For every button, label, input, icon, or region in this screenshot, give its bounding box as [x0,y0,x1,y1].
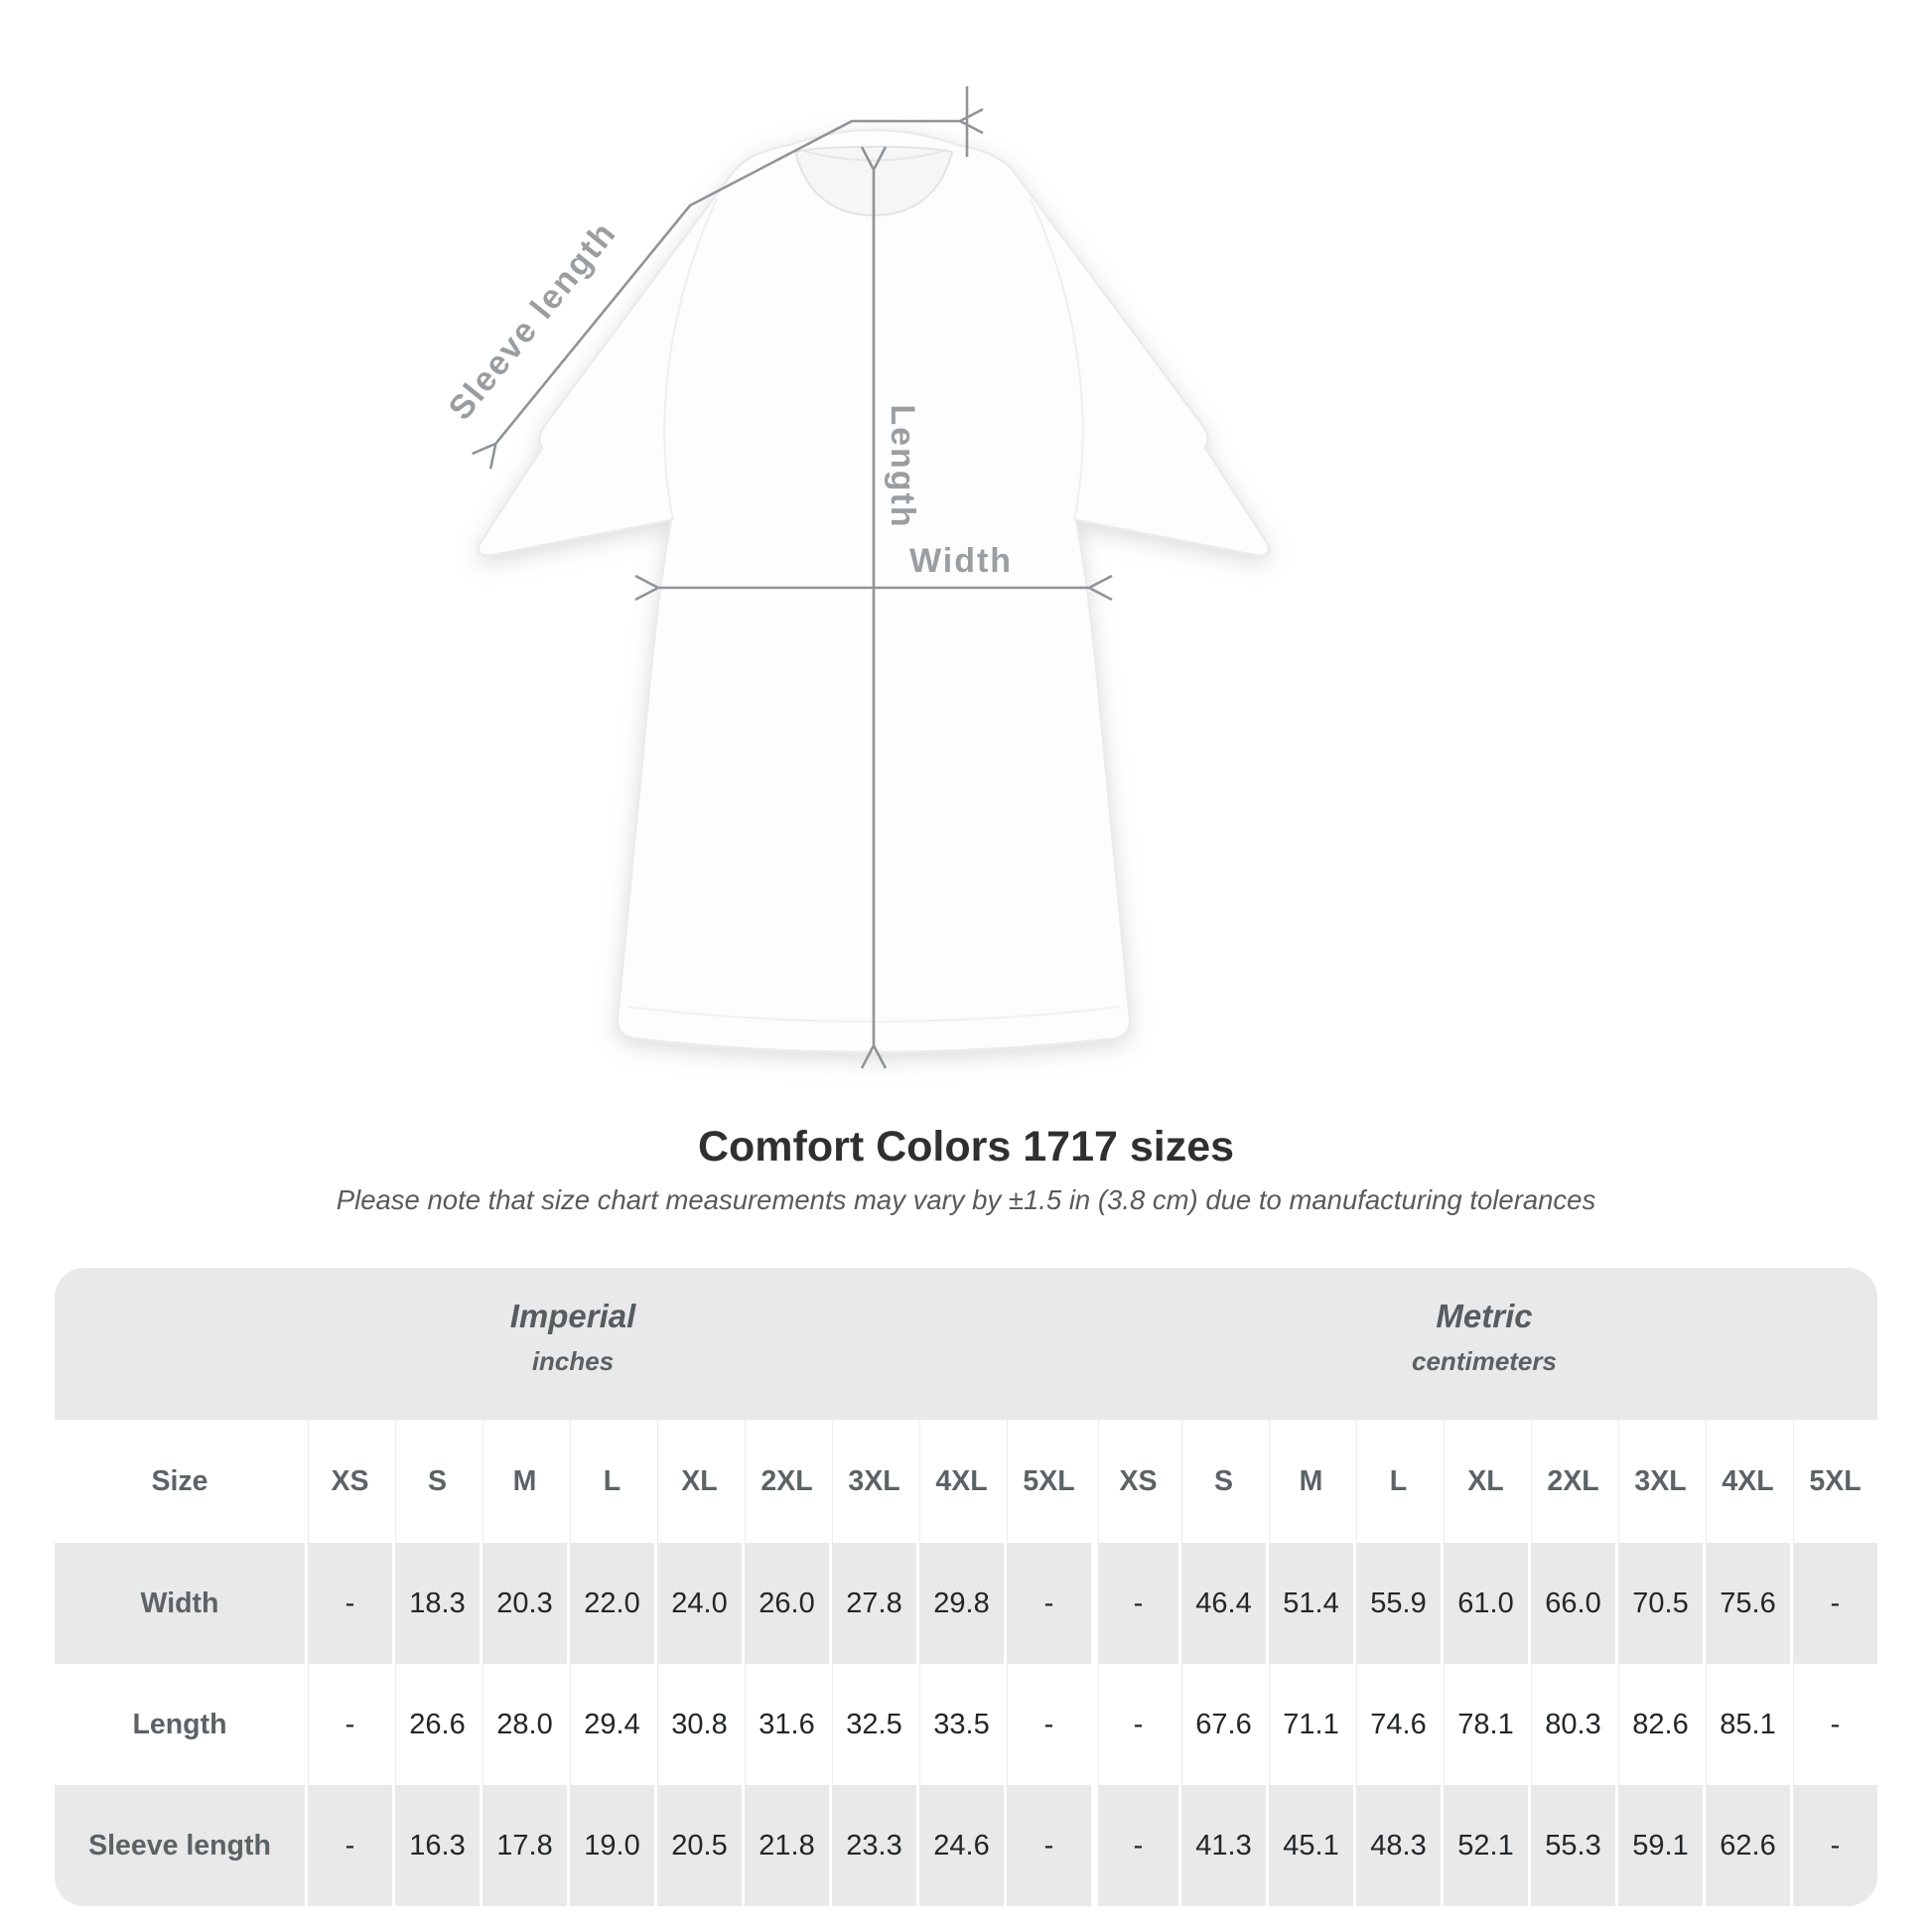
measurement-arrows [472,86,1113,1069]
size-header-row: Size XS S M L XL 2XL 3XL 4XL 5XL XS S M … [55,1420,1877,1544]
width-cm-cell: 55.9 [1353,1543,1441,1665]
size-col-header-metric: 2XL [1528,1420,1615,1544]
size-chart-table: Imperial inches Metric centimeters Size … [55,1268,1877,1907]
unit-group-row: Imperial inches Metric centimeters [55,1268,1877,1421]
length-cm-cell: 80.3 [1528,1664,1615,1786]
width-cm-cell: 51.4 [1266,1543,1353,1665]
tshirt-measurement-diagram: Sleeve length Length Width [442,86,1271,1069]
sleeve-cm-cell: - [1790,1785,1877,1907]
sleeve-in-cell: 19.0 [567,1785,654,1907]
width-in-cell: 20.3 [480,1543,567,1665]
sleeve-in-cell: 24.6 [916,1785,1004,1907]
size-col-header-metric: S [1178,1420,1266,1544]
length-in-cell: 29.4 [567,1664,654,1786]
length-cm-cell: 78.1 [1441,1664,1528,1786]
width-cm-cell: - [1790,1543,1877,1665]
width-in-cell: 29.8 [916,1543,1004,1665]
size-col-header-imperial: 5XL [1004,1420,1091,1544]
sleeve-in-cell: 16.3 [392,1785,480,1907]
width-in-cell: - [305,1543,392,1665]
width-label: Width [909,542,1013,580]
length-in-cell: 33.5 [916,1664,1004,1786]
size-col-header-imperial: 4XL [916,1420,1004,1544]
width-cm-cell: 66.0 [1528,1543,1615,1665]
size-col-header-metric: L [1353,1420,1441,1544]
width-in-cell: 18.3 [392,1543,480,1665]
sleeve-cm-cell: 55.3 [1528,1785,1615,1907]
size-col-header-imperial: 3XL [829,1420,916,1544]
length-cm-cell: 82.6 [1615,1664,1703,1786]
width-in-cell: 22.0 [567,1543,654,1665]
width-in-cell: 26.0 [742,1543,829,1665]
sleeve-in-cell: - [1004,1785,1091,1907]
length-in-cell: - [305,1664,392,1786]
width-row: Width - 18.3 20.3 22.0 24.0 26.0 27.8 29… [55,1543,1877,1665]
imperial-subtitle: inches [531,1346,615,1377]
metric-subtitle: centimeters [1412,1346,1557,1377]
length-in-cell: 32.5 [829,1664,916,1786]
width-cm-cell: 46.4 [1178,1543,1266,1665]
length-in-cell: - [1004,1664,1091,1786]
sleeve-cm-cell: 62.6 [1703,1785,1790,1907]
length-cm-cell: - [1790,1664,1877,1786]
length-cm-cell: 67.6 [1178,1664,1266,1786]
tolerance-note: Please note that size chart measurements… [336,1184,1596,1216]
length-cm-cell: - [1091,1664,1178,1786]
length-row: Length - 26.6 28.0 29.4 30.8 31.6 32.5 3… [55,1664,1877,1786]
sleeve-cm-cell: 59.1 [1615,1785,1703,1907]
metric-title: Metric [1436,1298,1533,1335]
sleeve-in-cell: 17.8 [480,1785,567,1907]
sleeve-cm-cell: 45.1 [1266,1785,1353,1907]
sleeve-length-row: Sleeve length - 16.3 17.8 19.0 20.5 21.8… [55,1785,1877,1907]
size-col-header-imperial: S [392,1420,480,1544]
sleeve-in-cell: - [305,1785,392,1907]
size-col-header-imperial: XS [305,1420,392,1544]
size-col-header-imperial: M [480,1420,567,1544]
width-cm-cell: - [1091,1543,1178,1665]
size-col-header-imperial: L [567,1420,654,1544]
metric-group-header: Metric centimeters [1091,1268,1877,1421]
size-col-header-metric: XS [1091,1420,1178,1544]
length-cm-cell: 71.1 [1266,1664,1353,1786]
width-in-cell: - [1004,1543,1091,1665]
length-label: Length [884,404,921,528]
width-cm-cell: 61.0 [1441,1543,1528,1665]
size-col-header-metric: M [1266,1420,1353,1544]
imperial-group-header: Imperial inches [55,1268,1091,1421]
width-in-cell: 27.8 [829,1543,916,1665]
size-col-header-imperial: 2XL [742,1420,829,1544]
size-col-header-metric: XL [1441,1420,1528,1544]
width-in-cell: 24.0 [654,1543,742,1665]
length-in-cell: 30.8 [654,1664,742,1786]
size-col-header-imperial: XL [654,1420,742,1544]
row-label: Width [55,1543,305,1665]
sleeve-cm-cell: 48.3 [1353,1785,1441,1907]
sleeve-length-arrow [472,107,984,470]
row-label: Length [55,1664,305,1786]
size-col-header-metric: 3XL [1615,1420,1703,1544]
sleeve-in-cell: 23.3 [829,1785,916,1907]
length-cm-cell: 74.6 [1353,1664,1441,1786]
chart-heading: Comfort Colors 1717 sizes Please note th… [0,1123,1932,1216]
width-cm-cell: 70.5 [1615,1543,1703,1665]
size-col-header-metric: 4XL [1703,1420,1790,1544]
page-title: Comfort Colors 1717 sizes [697,1123,1235,1171]
row-label: Sleeve length [55,1785,305,1907]
sleeve-cm-cell: 52.1 [1441,1785,1528,1907]
sleeve-in-cell: 21.8 [742,1785,829,1907]
length-in-cell: 31.6 [742,1664,829,1786]
sleeve-seam-right [1030,198,1084,521]
sleeve-cm-cell: 41.3 [1178,1785,1266,1907]
length-in-cell: 26.6 [392,1664,480,1786]
sleeve-in-cell: 20.5 [654,1785,742,1907]
sleeve-cm-cell: - [1091,1785,1178,1907]
width-cm-cell: 75.6 [1703,1543,1790,1665]
length-in-cell: 28.0 [480,1664,567,1786]
size-col-header-metric: 5XL [1790,1420,1877,1544]
imperial-title: Imperial [509,1298,636,1335]
length-cm-cell: 85.1 [1703,1664,1790,1786]
size-column-header: Size [55,1420,305,1544]
